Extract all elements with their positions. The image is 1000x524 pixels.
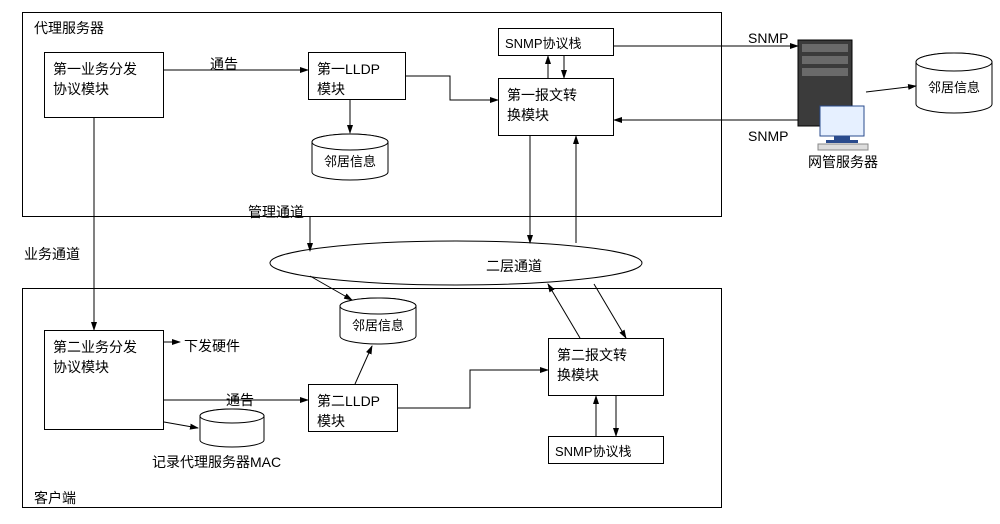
ext-neighbor-text: 邻居信息 [928, 80, 980, 95]
ext-neighbor-cylinder: 邻居信息 [916, 53, 992, 113]
client-lldp-label: 第二LLDP模块 [317, 391, 380, 431]
notice1-label: 通告 [210, 54, 238, 74]
proxy-lldp-label: 第一LLDP模块 [317, 59, 380, 99]
nms-label: 网管服务器 [808, 152, 878, 172]
layer2-channel-ellipse [270, 241, 642, 285]
mac-cylinder-label: 记录代理服务器MAC [152, 452, 281, 472]
proxy-snmp-stack: SNMP协议栈 [498, 28, 614, 56]
proxy-lldp-module: 第一LLDP模块 [308, 52, 406, 100]
client-snmp-stack: SNMP协议栈 [548, 436, 664, 464]
client-title: 客户端 [34, 488, 76, 508]
proxy-biz-label: 第一业务分发协议模块 [53, 59, 137, 99]
hardware-label: 下发硬件 [184, 336, 240, 356]
mgmt-channel-label: 管理通道 [248, 202, 304, 222]
layer2-channel-label: 二层通道 [486, 256, 542, 276]
proxy-conv-label: 第一报文转换模块 [507, 85, 577, 125]
client-biz-module: 第二业务分发协议模块 [44, 330, 164, 430]
client-biz-label: 第二业务分发协议模块 [53, 337, 137, 377]
nms-server-icon [798, 40, 868, 150]
proxy-conv-module: 第一报文转换模块 [498, 78, 614, 136]
snmp-in-label: SNMP [748, 128, 788, 144]
client-conv-label: 第二报文转换模块 [557, 345, 627, 385]
proxy-biz-module: 第一业务分发协议模块 [44, 52, 164, 118]
proxy-snmp-label: SNMP协议栈 [505, 33, 582, 52]
snmp-out-label: SNMP [748, 30, 788, 46]
proxy-server-title: 代理服务器 [34, 18, 104, 38]
client-conv-module: 第二报文转换模块 [548, 338, 664, 396]
client-lldp-module: 第二LLDP模块 [308, 384, 398, 432]
biz-channel-label: 业务通道 [24, 244, 80, 264]
client-snmp-label: SNMP协议栈 [555, 441, 632, 460]
notice2-label: 通告 [226, 390, 254, 410]
